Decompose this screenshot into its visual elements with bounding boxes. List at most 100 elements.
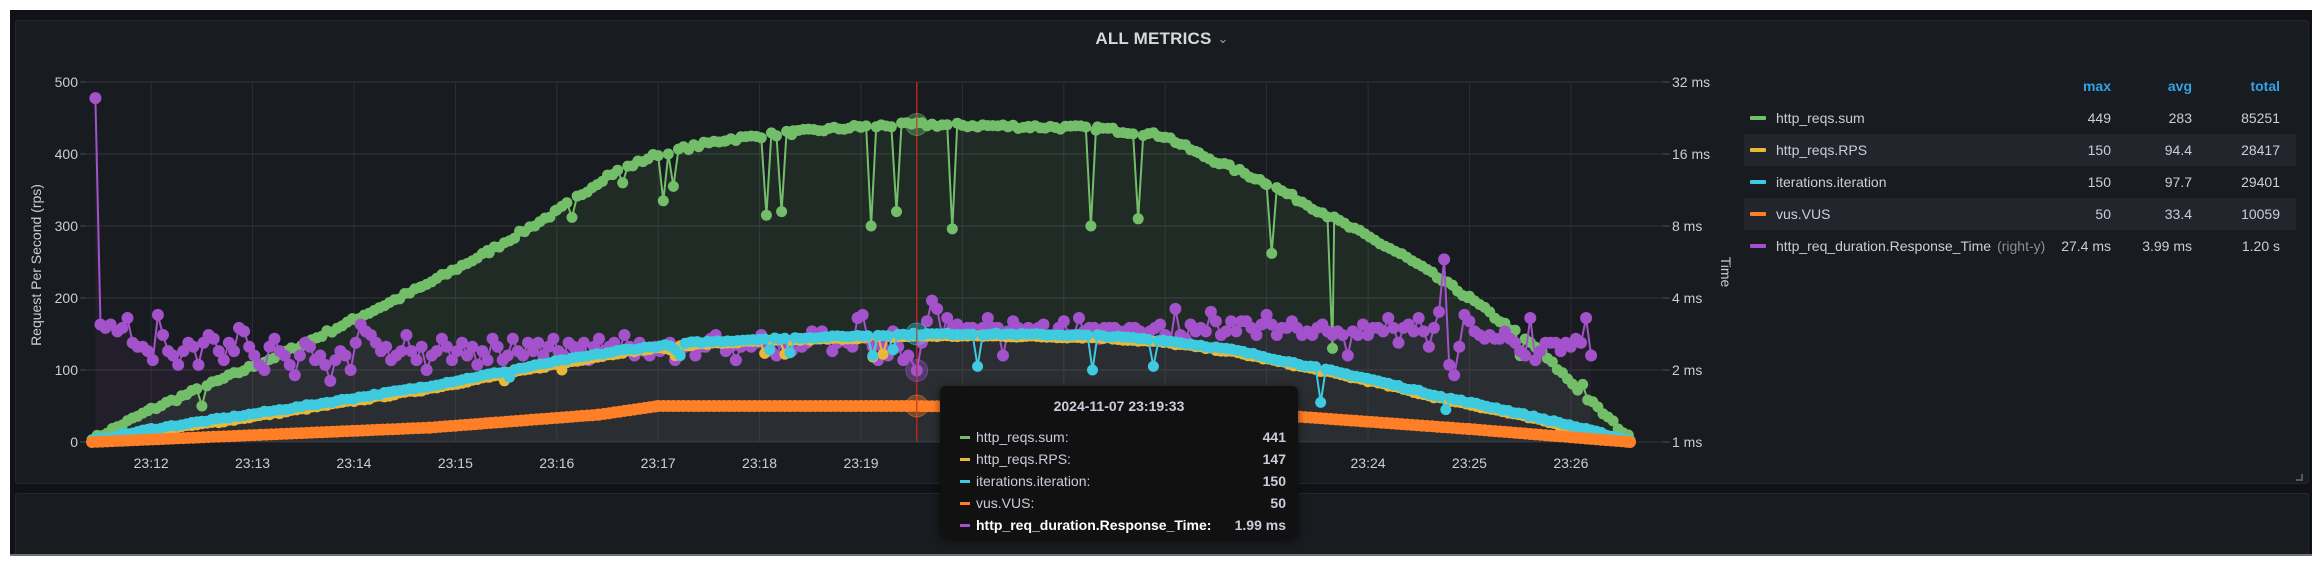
y-tick-right: 16 ms bbox=[1672, 146, 1711, 162]
series-color-swatch bbox=[960, 436, 970, 439]
legend-row[interactable]: http_req_duration.Response_Time (right-y)… bbox=[1744, 230, 2296, 262]
data-point bbox=[1250, 329, 1263, 341]
series-color-swatch bbox=[960, 458, 970, 461]
legend-header-total[interactable]: total bbox=[2250, 78, 2280, 94]
data-point bbox=[941, 119, 953, 131]
series-color-swatch bbox=[960, 502, 970, 505]
data-point bbox=[1127, 128, 1139, 140]
legend-avg: 97.7 bbox=[2164, 174, 2192, 190]
data-point bbox=[1392, 336, 1405, 349]
data-point bbox=[1327, 342, 1338, 354]
data-point bbox=[674, 350, 686, 362]
data-point bbox=[593, 332, 605, 345]
series-color-swatch bbox=[960, 524, 970, 527]
legend-header-max[interactable]: max bbox=[2082, 78, 2111, 94]
y-axis-right-label: Time bbox=[1718, 256, 1734, 288]
data-point bbox=[729, 354, 742, 367]
data-point bbox=[314, 349, 327, 362]
data-point bbox=[196, 400, 208, 412]
data-point bbox=[491, 340, 504, 353]
legend-total: 10059 bbox=[2241, 206, 2280, 222]
data-point bbox=[1509, 324, 1521, 336]
data-point bbox=[617, 177, 629, 189]
data-point bbox=[547, 332, 560, 345]
data-point bbox=[1260, 308, 1273, 321]
data-point bbox=[339, 349, 352, 362]
legend-header-avg[interactable]: avg bbox=[2167, 78, 2192, 94]
data-point bbox=[319, 358, 332, 371]
data-point bbox=[1519, 349, 1532, 362]
data-point bbox=[329, 354, 342, 367]
tooltip-row: http_reqs.sum: 441 bbox=[960, 426, 1286, 448]
data-point bbox=[1255, 318, 1268, 331]
legend-row[interactable]: iterations.iteration 150 97.7 29401 bbox=[1744, 166, 2296, 198]
data-point bbox=[238, 325, 251, 338]
x-tick-label: 23:14 bbox=[336, 455, 372, 471]
data-point bbox=[1082, 329, 1093, 341]
data-point bbox=[1575, 336, 1587, 349]
data-point bbox=[1087, 364, 1098, 376]
data-point bbox=[1351, 329, 1364, 341]
y-tick-left: 300 bbox=[54, 218, 78, 234]
data-point bbox=[1266, 247, 1278, 259]
x-tick-label: 23:18 bbox=[742, 455, 778, 471]
legend-row[interactable]: http_reqs.sum 449 283 85251 bbox=[1744, 102, 2296, 134]
data-point bbox=[771, 130, 782, 142]
data-point bbox=[1315, 396, 1327, 408]
y-tick-left: 400 bbox=[54, 146, 78, 162]
data-point bbox=[324, 374, 337, 387]
data-point bbox=[532, 336, 545, 349]
data-point bbox=[1154, 318, 1167, 331]
data-point bbox=[1427, 321, 1440, 334]
legend-series-name[interactable]: http_reqs.sum bbox=[1776, 110, 1865, 126]
tooltip-row: iterations.iteration: 150 bbox=[960, 470, 1286, 492]
data-point bbox=[400, 329, 413, 341]
data-point bbox=[1433, 305, 1445, 318]
data-point bbox=[1310, 361, 1322, 373]
y-tick-left: 0 bbox=[70, 434, 78, 450]
legend-max: 150 bbox=[2087, 142, 2111, 158]
data-point bbox=[865, 220, 877, 232]
y-tick-right: 8 ms bbox=[1672, 218, 1703, 234]
legend-series-name[interactable]: vus.VUS bbox=[1776, 206, 1831, 222]
legend-total: 29401 bbox=[2241, 174, 2280, 190]
data-point bbox=[481, 354, 494, 367]
data-point bbox=[972, 360, 984, 372]
data-point bbox=[116, 321, 129, 334]
panel-resize-handle[interactable] bbox=[2296, 474, 2303, 481]
legend-series-name[interactable]: http_reqs.RPS bbox=[1776, 142, 1868, 158]
legend-series-name[interactable]: http_req_duration.Response_Time (right-y) bbox=[1776, 230, 2045, 262]
data-point bbox=[941, 312, 954, 324]
data-point bbox=[191, 383, 203, 395]
data-point bbox=[187, 340, 200, 353]
legend-series-name-text: http_req_duration.Response_Time bbox=[1776, 238, 1992, 254]
data-point bbox=[931, 302, 944, 315]
series-color-swatch bbox=[1750, 244, 1766, 248]
data-point bbox=[157, 329, 169, 341]
data-point bbox=[1080, 121, 1092, 133]
legend-row[interactable]: vus.VUS 50 33.4 10059 bbox=[1744, 198, 2296, 230]
data-point bbox=[430, 345, 443, 358]
x-tick-label: 23:19 bbox=[843, 455, 879, 471]
legend-max: 27.4 ms bbox=[2061, 238, 2111, 254]
data-point bbox=[981, 312, 994, 324]
legend-row[interactable]: http_reqs.RPS 150 94.4 28417 bbox=[1744, 134, 2296, 166]
data-point bbox=[476, 345, 489, 358]
chevron-down-icon[interactable]: ⌄ bbox=[1217, 31, 1229, 46]
data-point bbox=[784, 347, 796, 359]
legend-max: 50 bbox=[2095, 206, 2111, 222]
panel-title[interactable]: ALL METRICS ⌄ bbox=[0, 29, 2324, 49]
y-tick-right: 1 ms bbox=[1672, 434, 1703, 450]
legend-series-name[interactable]: iterations.iteration bbox=[1776, 174, 1887, 190]
data-point bbox=[561, 197, 573, 209]
x-tick-label: 23:15 bbox=[437, 455, 473, 471]
data-point bbox=[258, 364, 271, 376]
series-color-swatch bbox=[1750, 116, 1766, 120]
data-point bbox=[1132, 213, 1144, 225]
legend-table: max avg total http_reqs.sum 449 283 8525… bbox=[1744, 78, 2296, 262]
data-point bbox=[1225, 315, 1238, 328]
data-point bbox=[755, 132, 767, 144]
x-tick-label: 23:12 bbox=[133, 455, 169, 471]
scrollbar-edge bbox=[10, 554, 2312, 556]
